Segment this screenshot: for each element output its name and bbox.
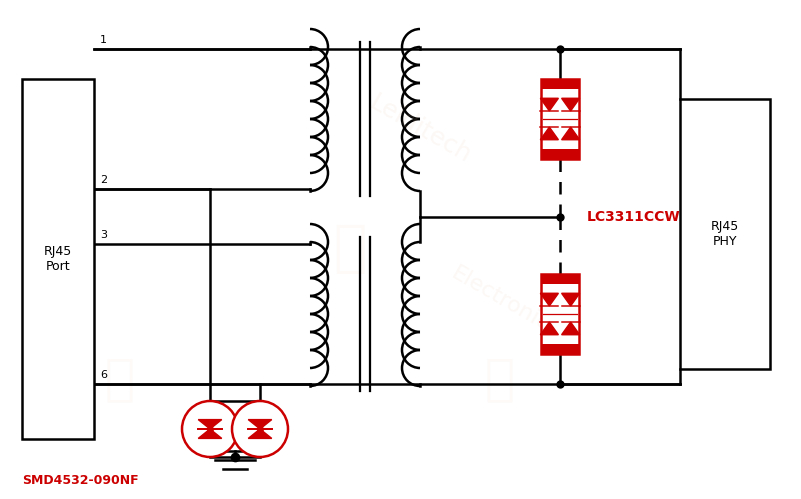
Text: 2: 2: [100, 175, 107, 185]
Bar: [541, 344, 579, 354]
Polygon shape: [562, 293, 580, 306]
Polygon shape: [248, 420, 272, 429]
Bar: [541, 79, 579, 159]
Text: 卯: 卯: [105, 355, 135, 403]
Bar: [541, 79, 579, 89]
Polygon shape: [562, 127, 580, 140]
Bar: [541, 274, 579, 284]
Polygon shape: [248, 429, 272, 439]
Bar: [541, 149, 579, 159]
Text: Electronic: Electronic: [448, 263, 553, 335]
Text: 子: 子: [485, 355, 515, 403]
Text: SMD4532-090NF: SMD4532-090NF: [22, 474, 139, 487]
Polygon shape: [541, 98, 558, 111]
Bar: [22, 79, 94, 439]
Circle shape: [182, 401, 238, 457]
Polygon shape: [541, 127, 558, 140]
Polygon shape: [541, 293, 558, 306]
Polygon shape: [562, 98, 580, 111]
Text: RJ45
Port: RJ45 Port: [44, 245, 72, 273]
Polygon shape: [541, 322, 558, 335]
Text: 6: 6: [100, 370, 107, 380]
Polygon shape: [198, 420, 222, 429]
Bar: [541, 274, 579, 354]
Text: 1: 1: [100, 35, 107, 45]
Text: 电: 电: [333, 222, 367, 276]
Circle shape: [232, 401, 288, 457]
Text: Leiditech: Leiditech: [364, 90, 475, 168]
Text: RJ45
PHY: RJ45 PHY: [710, 220, 739, 248]
Bar: [680, 99, 770, 369]
Polygon shape: [562, 322, 580, 335]
Text: LC3311CCW: LC3311CCW: [587, 210, 681, 224]
Text: 3: 3: [100, 230, 107, 240]
Polygon shape: [198, 429, 222, 439]
